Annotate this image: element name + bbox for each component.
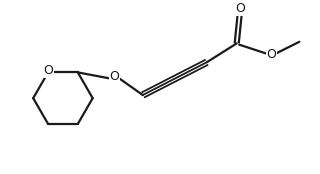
Text: O: O (266, 48, 276, 61)
Text: O: O (43, 64, 53, 77)
Text: O: O (110, 70, 120, 83)
Text: O: O (235, 2, 245, 15)
